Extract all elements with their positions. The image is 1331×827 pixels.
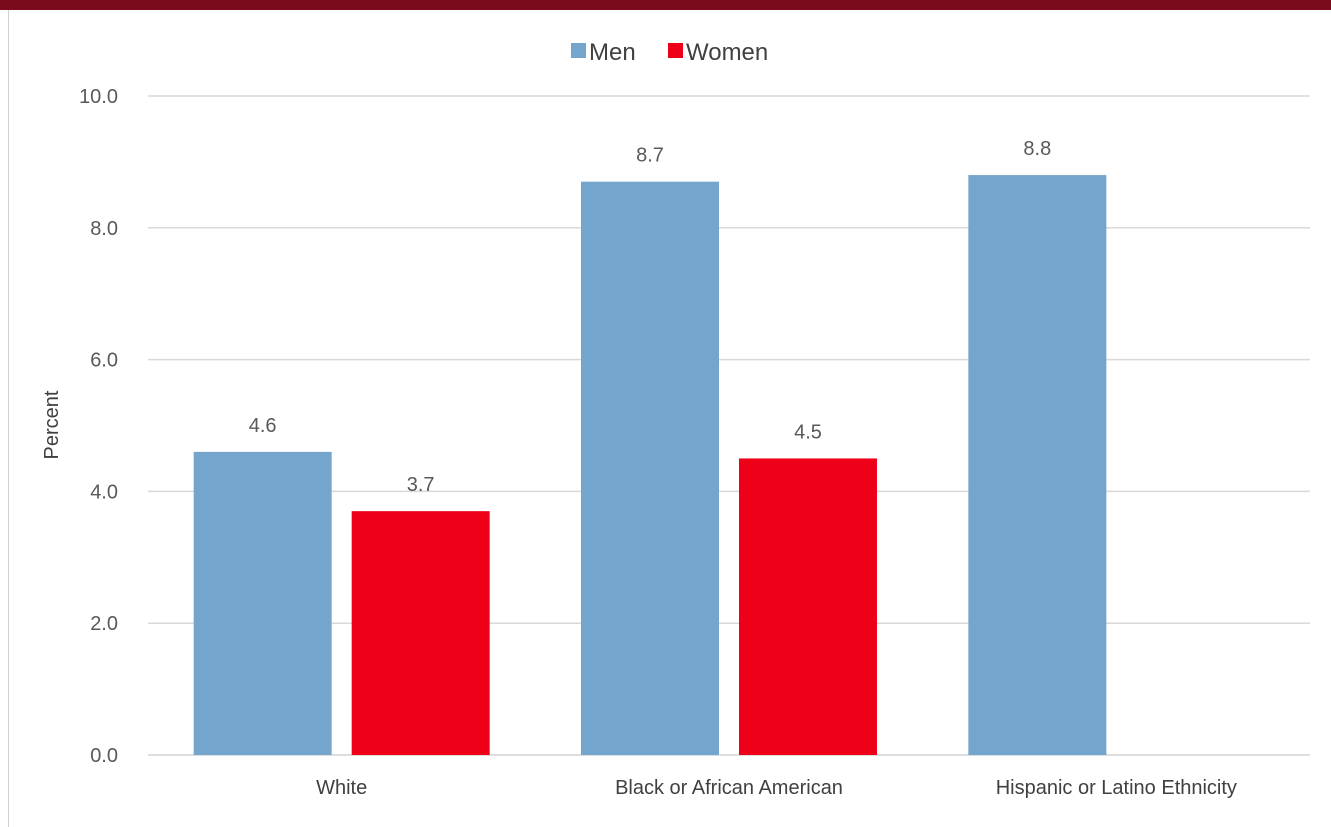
legend-label-women: Women (686, 39, 768, 66)
data-label-women: 3.7 (407, 474, 435, 496)
legend-label-men: Men (589, 39, 636, 66)
data-label-men: 4.6 (249, 415, 277, 437)
gridlines (148, 95, 1310, 756)
top-color-band (0, 0, 1331, 10)
y-tick-label: 0.0 (90, 745, 118, 767)
y-tick-label: 10.0 (79, 86, 118, 108)
bar-men (968, 175, 1107, 755)
y-tick-label: 2.0 (90, 613, 118, 635)
y-tick-label: 6.0 (90, 350, 118, 372)
data-label-women: 4.5 (794, 421, 822, 443)
bar-men (193, 451, 332, 755)
bar-women (739, 458, 877, 755)
data-labels: 4.6 3.7 8.7 4.5 8.8 (249, 138, 1051, 496)
y-axis-ticks: 0.0 2.0 4.0 6.0 8.0 10.0 (79, 86, 118, 767)
chart-frame-edge (8, 10, 9, 827)
data-label-men: 8.7 (636, 145, 664, 167)
bar-women (351, 511, 490, 755)
y-axis-title: Percent (41, 390, 63, 459)
bars (193, 175, 1107, 756)
data-label-men: 8.8 (1023, 138, 1051, 160)
legend-swatch-men (571, 43, 586, 58)
legend: Men Women (571, 39, 768, 66)
legend-swatch-women (668, 43, 683, 58)
x-axis-categories: White Black or African American Hispanic o… (316, 777, 1237, 799)
x-category-label: Black or African American (615, 777, 843, 799)
x-category-label: White (316, 777, 367, 799)
x-category-label: Hispanic or Latino Ethnicity (996, 777, 1237, 799)
y-tick-label: 4.0 (90, 481, 118, 503)
bar-men (581, 181, 719, 756)
y-tick-label: 8.0 (90, 218, 118, 240)
